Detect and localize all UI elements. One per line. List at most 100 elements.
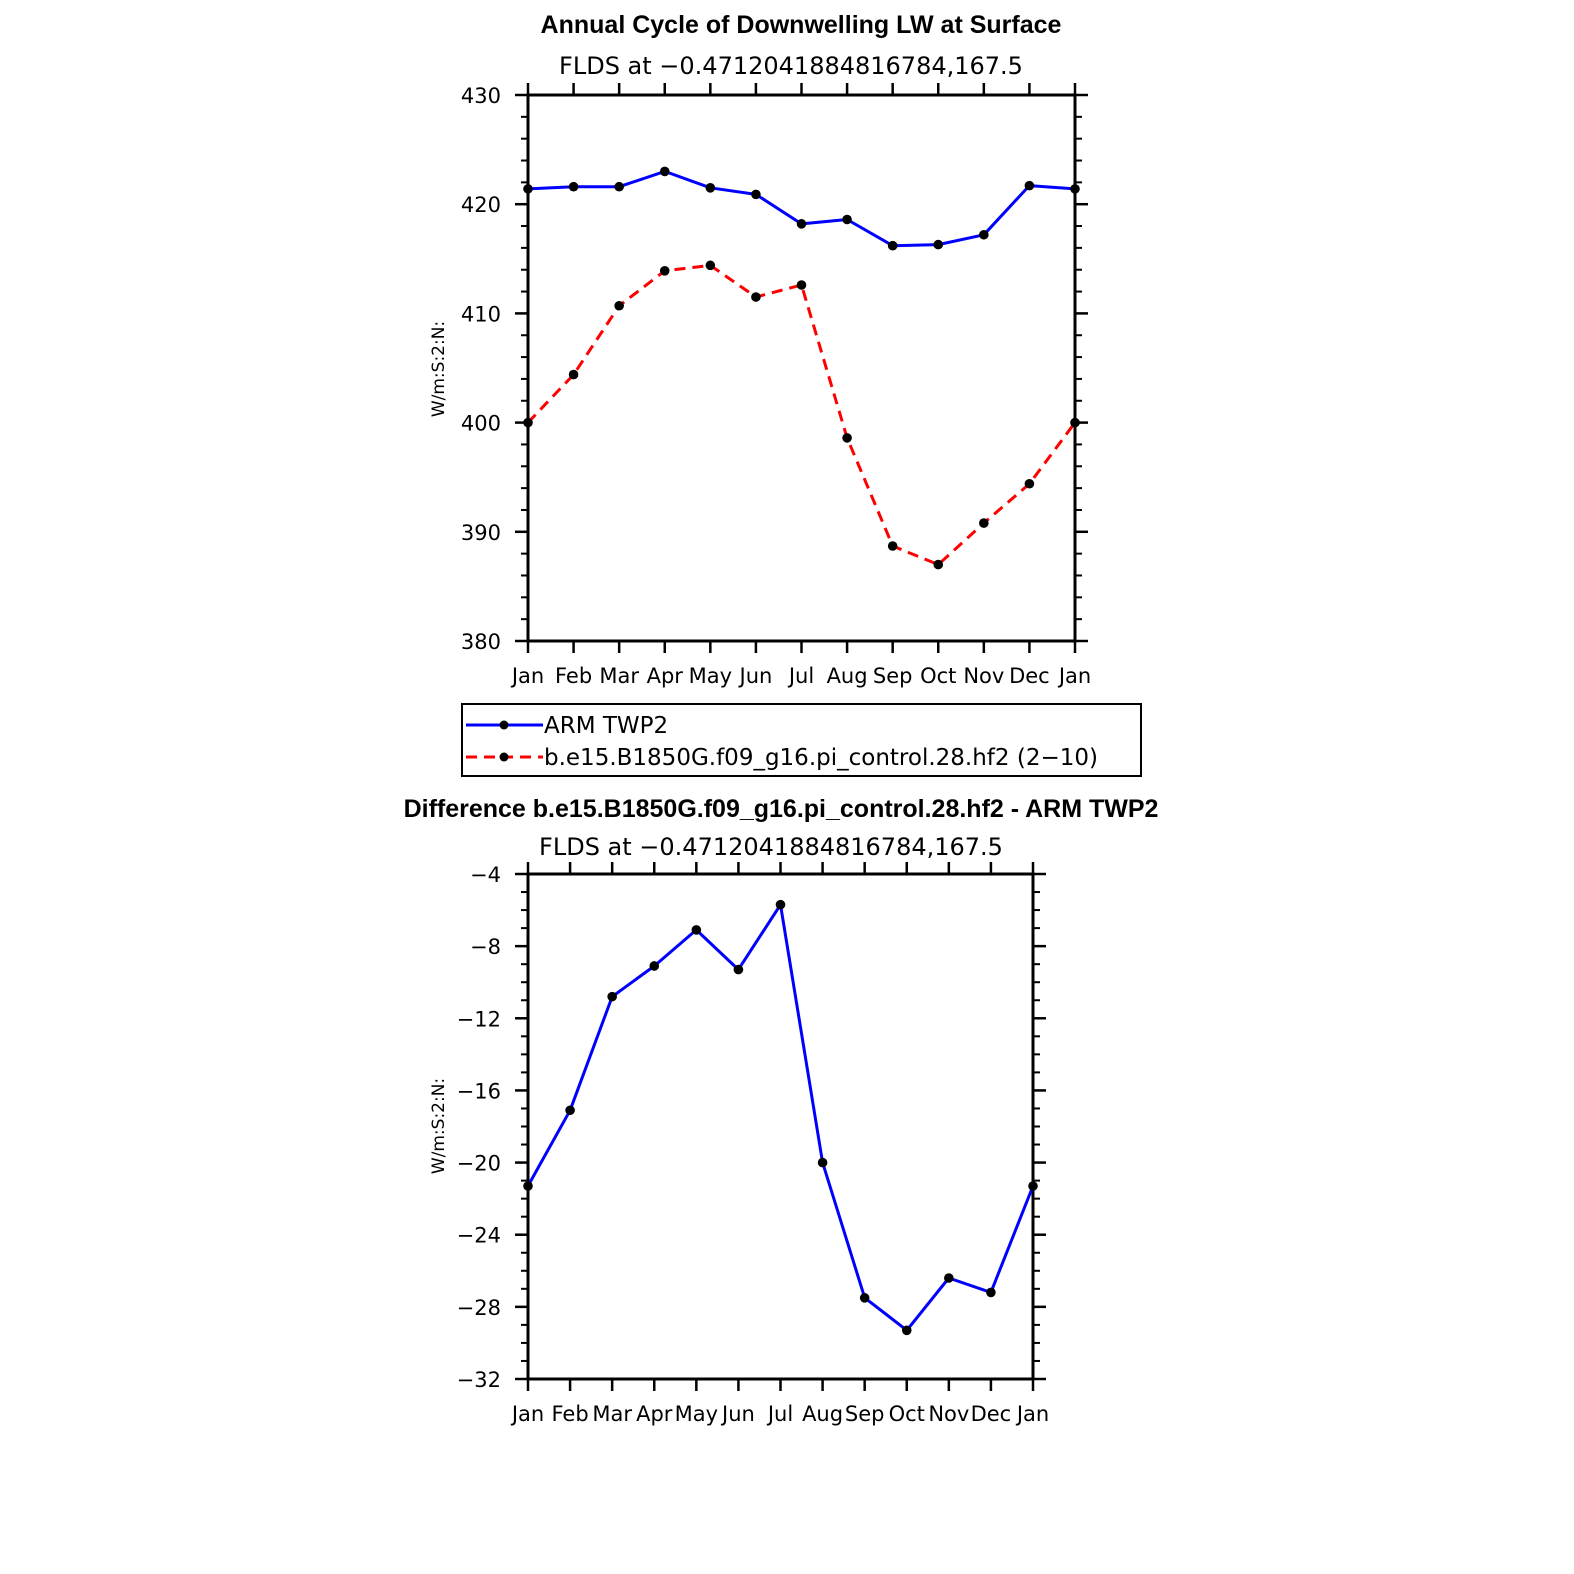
x-tick-label: Mar [592, 1402, 632, 1426]
data-point [944, 1273, 954, 1283]
data-point [817, 1157, 828, 1168]
data-point [842, 214, 852, 225]
x-tick-label: Feb [555, 664, 592, 688]
legend-marker-arm [499, 720, 509, 730]
data-point [796, 280, 807, 290]
data-point [607, 991, 617, 1002]
series-line-0 [526, 903, 1035, 1332]
x-tick-label: Nov [928, 1402, 969, 1426]
data-point [565, 1105, 575, 1116]
x-tick-label: Jan [1015, 1402, 1049, 1426]
x-tick-label: Jan [510, 664, 544, 688]
data-point [979, 518, 989, 528]
data-point [1028, 1181, 1038, 1191]
x-tick-label: Jun [720, 1402, 755, 1426]
x-tick-label: Sep [873, 664, 913, 688]
legend-marker-model [499, 752, 509, 762]
data-point [614, 181, 624, 192]
legend-label-arm: ARM TWP2 [544, 713, 668, 739]
y-tick-label: −8 [470, 935, 501, 959]
y-tick-label: 410 [461, 302, 501, 326]
difference-chart: Difference b.e15.B1850G.f09_g16.pi_contr… [404, 795, 1159, 1426]
axis-ticks: Jan Feb Mar Apr May Jun Jul Aug Sep Oct Nov Dec Jan 3… [461, 83, 1091, 688]
legend-box [461, 703, 1142, 777]
data-point [523, 1181, 533, 1191]
data-point [933, 559, 944, 570]
series-layer [523, 166, 1080, 570]
x-tick-label: Jun [738, 664, 773, 688]
data-point [842, 433, 852, 443]
data-point [523, 417, 533, 428]
data-point [901, 1325, 912, 1336]
x-tick-label: Jan [1057, 664, 1091, 688]
data-point [859, 1293, 870, 1303]
data-point [691, 925, 702, 935]
x-tick-label: May [675, 1402, 718, 1426]
series-layer [523, 899, 1038, 1336]
y-tick-label: −32 [457, 1368, 501, 1392]
y-tick-label: −28 [457, 1296, 501, 1320]
data-point [568, 181, 579, 192]
data-point [733, 964, 744, 975]
x-tick-label: Oct [889, 1402, 925, 1426]
x-tick-label: Mar [599, 664, 639, 688]
data-point [705, 260, 716, 271]
series-line-0 [527, 169, 1076, 248]
axis-ticks: Jan Feb Mar Apr May Jun Jul Aug Sep Oct Nov Dec Jan−… [457, 862, 1049, 1426]
data-point [659, 166, 670, 177]
y-tick-label: 400 [461, 412, 501, 436]
data-point [751, 189, 761, 200]
x-tick-label: Nov [963, 664, 1004, 688]
legend-label-model: b.e15.B1850G.f09_g16.pi_control.28.hf2 (… [544, 745, 1098, 771]
y-tick-label: −12 [457, 1007, 501, 1031]
plot-frame [526, 872, 1035, 1381]
y-tick-label: 430 [461, 84, 501, 108]
x-tick-label: Jul [787, 664, 814, 688]
chart-subtitle: FLDS at −0.4712041884816784,167.5 [539, 833, 1003, 861]
data-point [705, 183, 716, 193]
x-tick-label: Jul [766, 1402, 793, 1426]
y-tick-label: −24 [457, 1224, 501, 1248]
chart-title: Difference b.e15.B1850G.f09_g16.pi_contr… [404, 795, 1159, 823]
data-point [887, 240, 898, 251]
y-tick-label: 380 [461, 630, 501, 654]
y-tick-label: −20 [457, 1152, 501, 1176]
x-tick-label: Feb [551, 1402, 588, 1426]
chart-subtitle: FLDS at −0.4712041884816784,167.5 [559, 52, 1023, 80]
data-point [796, 219, 807, 229]
x-tick-label: Oct [920, 664, 956, 688]
annual-cycle-chart: Annual Cycle of Downwelling LW at Surfac… [429, 11, 1091, 688]
data-point [887, 541, 898, 551]
data-point [568, 369, 579, 380]
x-tick-label: Dec [971, 1402, 1012, 1426]
y-axis-label: W/m:S:2:N: [429, 1078, 449, 1174]
x-tick-label: Apr [636, 1402, 673, 1426]
x-tick-label: Apr [647, 664, 684, 688]
y-tick-label: −16 [457, 1079, 501, 1103]
y-tick-label: 420 [461, 193, 501, 217]
x-tick-label: May [689, 664, 732, 688]
data-point [979, 229, 989, 240]
x-tick-label: Sep [845, 1402, 885, 1426]
data-point [649, 961, 660, 971]
data-point [1070, 417, 1080, 428]
data-point [614, 300, 624, 311]
plot-frame [526, 93, 1077, 643]
data-point [1024, 180, 1035, 191]
y-tick-label: −4 [470, 863, 501, 887]
x-tick-label: Aug [827, 664, 868, 688]
data-point [933, 239, 944, 250]
data-point [775, 899, 786, 910]
data-point [1070, 184, 1080, 194]
y-tick-label: 390 [461, 521, 501, 545]
chart-title: Annual Cycle of Downwelling LW at Surfac… [541, 11, 1062, 39]
data-point [751, 292, 761, 302]
data-point [1024, 478, 1035, 489]
legend: ARM TWP2 b.e15.B1850G.f09_g16.pi_control… [461, 703, 1142, 777]
series-line-1 [526, 263, 1077, 567]
data-point [659, 266, 670, 276]
x-tick-label: Dec [1009, 664, 1050, 688]
data-point [523, 184, 533, 194]
x-tick-label: Jan [510, 1402, 544, 1426]
